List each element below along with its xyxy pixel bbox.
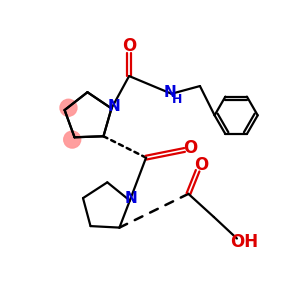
Circle shape — [60, 99, 77, 116]
Text: H: H — [172, 93, 182, 106]
Text: N: N — [124, 191, 137, 206]
Text: O: O — [122, 37, 136, 55]
Circle shape — [64, 131, 81, 148]
Text: N: N — [107, 99, 120, 114]
Text: N: N — [164, 85, 176, 100]
Text: OH: OH — [230, 233, 259, 251]
Text: O: O — [194, 156, 208, 174]
Text: O: O — [184, 139, 198, 157]
